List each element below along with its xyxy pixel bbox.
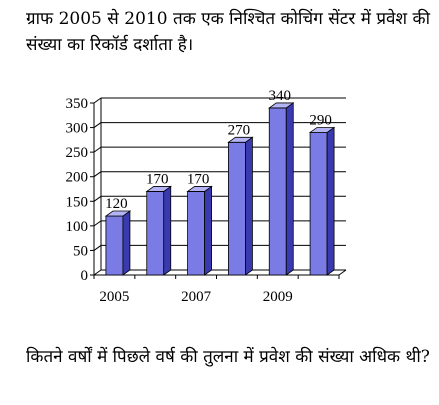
gridline-depth	[93, 146, 102, 153]
data-label: 170	[146, 171, 169, 187]
question-intro: ग्राफ 2005 से 2010 तक एक निश्चित कोचिंग …	[26, 9, 430, 55]
gridline-depth	[93, 245, 102, 251]
bar-side	[122, 210, 131, 276]
data-label: 340	[269, 88, 292, 104]
bar	[146, 191, 165, 276]
bar-side	[204, 185, 212, 276]
bar	[228, 141, 246, 276]
bar	[268, 107, 287, 276]
data-label: 270	[228, 122, 251, 138]
data-label: 120	[105, 196, 128, 212]
question-ask: कितने वर्षों में पिछले वर्ष की तुलना में…	[26, 347, 430, 367]
data-label: 170	[187, 171, 210, 187]
bar-top	[268, 102, 295, 109]
gridline-depth	[93, 171, 102, 178]
bar-top	[186, 186, 213, 192]
bar-top	[227, 136, 254, 143]
bar-side	[326, 126, 335, 276]
x-tick-label: 2005	[99, 289, 129, 305]
gridline-depth	[93, 122, 102, 128]
bar-side	[285, 102, 294, 276]
y-tick-label: 350	[66, 96, 89, 112]
y-tick-label: 100	[66, 219, 89, 235]
gridline-depth	[93, 220, 102, 227]
bar-top	[145, 186, 172, 192]
bar	[187, 191, 205, 276]
x-tick-label: 2009	[263, 289, 293, 305]
bar-side	[245, 136, 253, 276]
bar-top	[308, 127, 336, 133]
floor-edge	[338, 269, 347, 276]
gridline-depth	[93, 269, 102, 276]
y-tick-label: 300	[66, 121, 89, 137]
y-tick-label: 250	[66, 145, 89, 161]
gridline-depth	[93, 195, 102, 202]
y-tick-label: 150	[66, 194, 89, 210]
bar	[105, 215, 124, 276]
y-tick-label: 0	[81, 268, 89, 284]
x-tick-label: 2007	[181, 289, 212, 305]
data-label: 290	[309, 112, 332, 128]
y-tick-label: 200	[66, 170, 89, 186]
bar-side	[163, 185, 172, 276]
bar	[309, 132, 328, 276]
bar-top	[104, 210, 132, 217]
gridline-depth	[93, 97, 102, 104]
y-tick-label: 50	[73, 243, 88, 259]
